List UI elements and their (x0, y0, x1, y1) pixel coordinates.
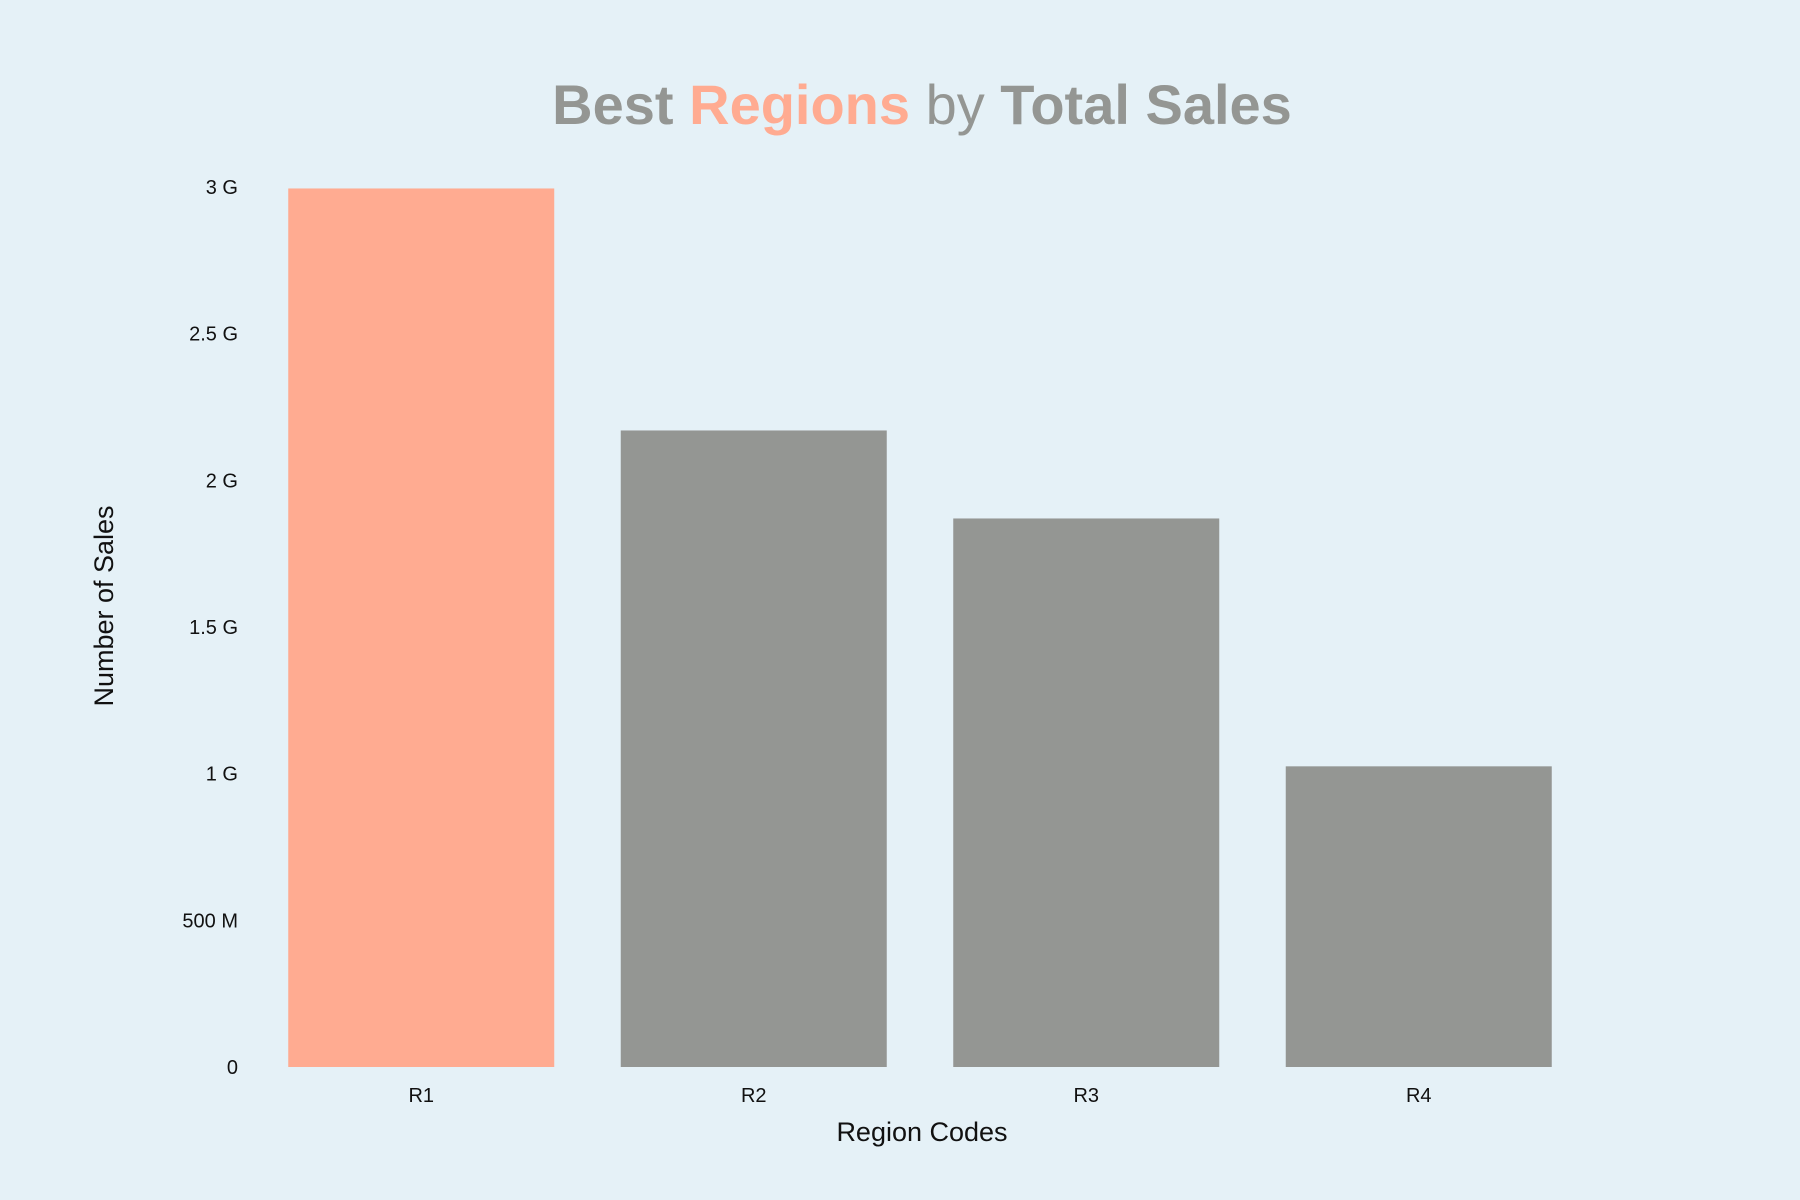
y-tick-label: 500 M (182, 910, 238, 932)
chart-title-part: by (910, 73, 985, 136)
bar-r3 (953, 518, 1220, 1067)
y-tick-label: 2 G (206, 470, 238, 492)
bar-r1 (288, 188, 555, 1067)
x-tick-label: R4 (1406, 1085, 1432, 1107)
x-tick-label: R1 (408, 1085, 434, 1107)
y-axis-ticks: 0 500 M 1 G 1.5 G 2 G 2.5 G 3 G (182, 177, 238, 1079)
y-tick-label: 3 G (206, 177, 238, 199)
y-axis-title: Number of Sales (89, 505, 119, 706)
y-tick-label: 1 G (206, 764, 238, 786)
x-tick-label: R3 (1073, 1085, 1099, 1107)
chart-title: Best Regions by Total Sales (552, 73, 1292, 136)
x-axis-title: Region Codes (836, 1117, 1007, 1147)
y-tick-label: 0 (227, 1057, 238, 1079)
bars (288, 188, 1552, 1067)
chart-title-part: Best (552, 73, 673, 136)
bar-r4 (1285, 766, 1552, 1067)
x-axis-ticks: R1 R2 R3 R4 (408, 1085, 1431, 1107)
y-tick-label: 2.5 G (189, 324, 238, 346)
chart-title-part: Total Sales (985, 73, 1292, 136)
chart-title-part: Regions (674, 73, 910, 136)
bar-r2 (620, 430, 887, 1067)
y-tick-label: 1.5 G (189, 617, 238, 639)
x-tick-label: R2 (741, 1085, 767, 1107)
